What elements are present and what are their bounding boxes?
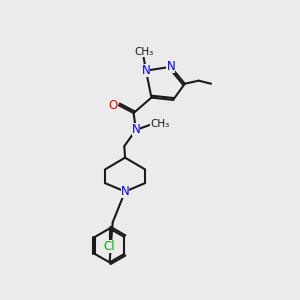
Text: Cl: Cl (104, 241, 116, 254)
Text: N: N (121, 185, 130, 198)
Text: N: N (142, 64, 150, 77)
Text: CH₃: CH₃ (134, 47, 153, 57)
Text: N: N (167, 60, 175, 73)
Text: O: O (108, 99, 117, 112)
Text: CH₃: CH₃ (150, 119, 170, 129)
Text: N: N (132, 123, 140, 136)
